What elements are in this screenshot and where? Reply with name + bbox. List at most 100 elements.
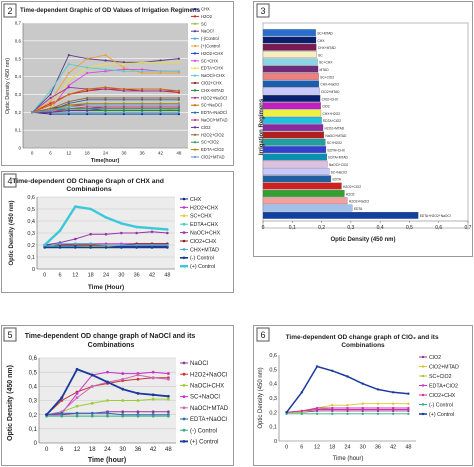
data-point [86, 105, 89, 109]
legend-marker [182, 197, 186, 201]
x-tick-label: 12 [66, 151, 72, 156]
legend-label: (+) Control [190, 440, 219, 446]
chart-6-x-ticks: 0 6 12 18 24 30 36 42 48 [285, 445, 411, 451]
x-tick-label: 0 [285, 445, 288, 451]
x-tick-label: 0 [31, 151, 34, 156]
data-point [136, 373, 140, 377]
chart-5-x-ticks: 0 6 12 18 24 30 36 42 48 [45, 447, 172, 453]
chart-4-title-line-2: Combinations [66, 186, 112, 193]
legend-label: SC+CHX [201, 58, 218, 63]
data-point [151, 397, 155, 401]
chart-5-title-line-1: Time-dependent OD change graph of NaOCl … [25, 333, 196, 340]
legend-label: H2O2+ClO2 [201, 132, 225, 137]
data-point [122, 102, 125, 105]
data-point [121, 399, 125, 402]
y-tick-label: 0,5 [27, 207, 35, 213]
legend-marker [182, 384, 186, 387]
data-point [159, 61, 162, 64]
legend-label: NaOCl [190, 361, 208, 367]
bar-edta [262, 175, 332, 183]
data-point [159, 111, 162, 114]
legend-marker [193, 148, 197, 151]
y-tick-label: 0,5 [269, 367, 277, 373]
chart-5-series [45, 367, 170, 418]
y-tick-label: 0,3 [27, 231, 35, 237]
chart-2-y-ticks: 0 0,1 0,2 0,3 0,4 0,5 0,6 0,7 [15, 21, 22, 151]
data-point [49, 100, 52, 103]
data-point [122, 66, 125, 69]
x-tick-label: 12 [314, 445, 320, 451]
chart-2-series [31, 54, 180, 116]
legend-label: EDTA+ClO2 [429, 383, 458, 389]
data-point [67, 62, 70, 66]
data-point [177, 111, 180, 114]
legend-label: ClO2 [429, 355, 441, 361]
data-point [159, 89, 162, 92]
chart-3-x-axis-label: Optic Density (450 nm) [330, 237, 395, 243]
data-point [106, 370, 109, 374]
chart-4-series [43, 205, 169, 249]
y-tick-label: 0 [18, 146, 21, 151]
data-point [159, 105, 162, 109]
data-point [122, 111, 125, 114]
y-tick-label: 0,1 [27, 255, 35, 261]
data-point [407, 392, 410, 395]
x-tick-label: 36 [140, 151, 146, 156]
data-point [135, 246, 138, 249]
data-point [49, 112, 52, 116]
y-tick-label: 0,6 [27, 195, 35, 201]
data-point [141, 68, 144, 71]
data-point [49, 96, 52, 100]
bar-naocl-mtad [262, 131, 325, 139]
panel-3-number-box [256, 3, 270, 18]
data-point [104, 216, 108, 219]
chart-6-y-axis-label: Optic Density (450 nm) [258, 367, 264, 428]
bar-h2o2-clo2 [262, 182, 342, 190]
y-tick-label: 0,6 [15, 38, 22, 43]
x-tick-label: 36 [375, 445, 381, 451]
bar-label: CHX+NaOCl [320, 83, 339, 87]
legend-marker [182, 239, 186, 243]
bar-h2o2 [262, 190, 345, 197]
data-point [104, 86, 107, 89]
data-point [135, 243, 138, 247]
data-point [90, 401, 94, 405]
chart-4-legend: CHX H2O2+CHX SC+CHX EDTA+CHX NaOCl+CHX ClO2+C… [180, 197, 221, 270]
legend-label: SC+NaOCl [190, 395, 220, 401]
legend-label: ClO2 [201, 125, 211, 130]
data-point [67, 109, 70, 112]
bar-edta-chx [262, 146, 327, 153]
data-point [74, 205, 77, 208]
data-point [177, 112, 180, 116]
bar-label: H2O2+NaOCl [349, 200, 370, 204]
panel-3: 3 SC+MTAD CHX CHX+MTAD SC SC+CHX MTAD SC+ClO2 C… [253, 1, 473, 257]
bar-sc-naocl [262, 168, 330, 175]
bar-label: EDTA [332, 178, 341, 182]
x-tick-label: 30 [360, 445, 366, 451]
legend-marker [193, 67, 197, 70]
x-tick-label: 0,7 [465, 225, 472, 231]
legend-label: H2O2+NaOCl [201, 95, 227, 100]
bar-label: ClO2+CHX [322, 97, 339, 101]
data-point [67, 111, 70, 114]
x-tick-label: 0,3 [347, 225, 354, 231]
data-point [136, 392, 140, 395]
legend-label: SC [201, 21, 207, 26]
legend-marker [421, 355, 425, 359]
legend-label: NaOCl [201, 29, 214, 34]
data-point [159, 70, 162, 73]
bar-label: EDTA+MTAD [328, 156, 348, 160]
data-point [104, 54, 107, 57]
chart-2-x-ticks: 0 6 12 18 24 30 36 42 48 [31, 151, 182, 156]
bar-label: NaOCl+MTAD [325, 134, 347, 138]
legend-marker [193, 126, 197, 129]
legend-marker [182, 417, 186, 421]
data-point [104, 109, 107, 112]
data-point [141, 96, 144, 100]
panel-4: 4 Time-dependent OD Change Graph of CHX … [1, 171, 234, 293]
legend-marker [182, 428, 186, 432]
chart-5-title-line-2: Combinations [88, 342, 135, 349]
legend-marker [182, 361, 186, 365]
panel-5-number-box [3, 327, 17, 342]
data-point [106, 414, 109, 418]
